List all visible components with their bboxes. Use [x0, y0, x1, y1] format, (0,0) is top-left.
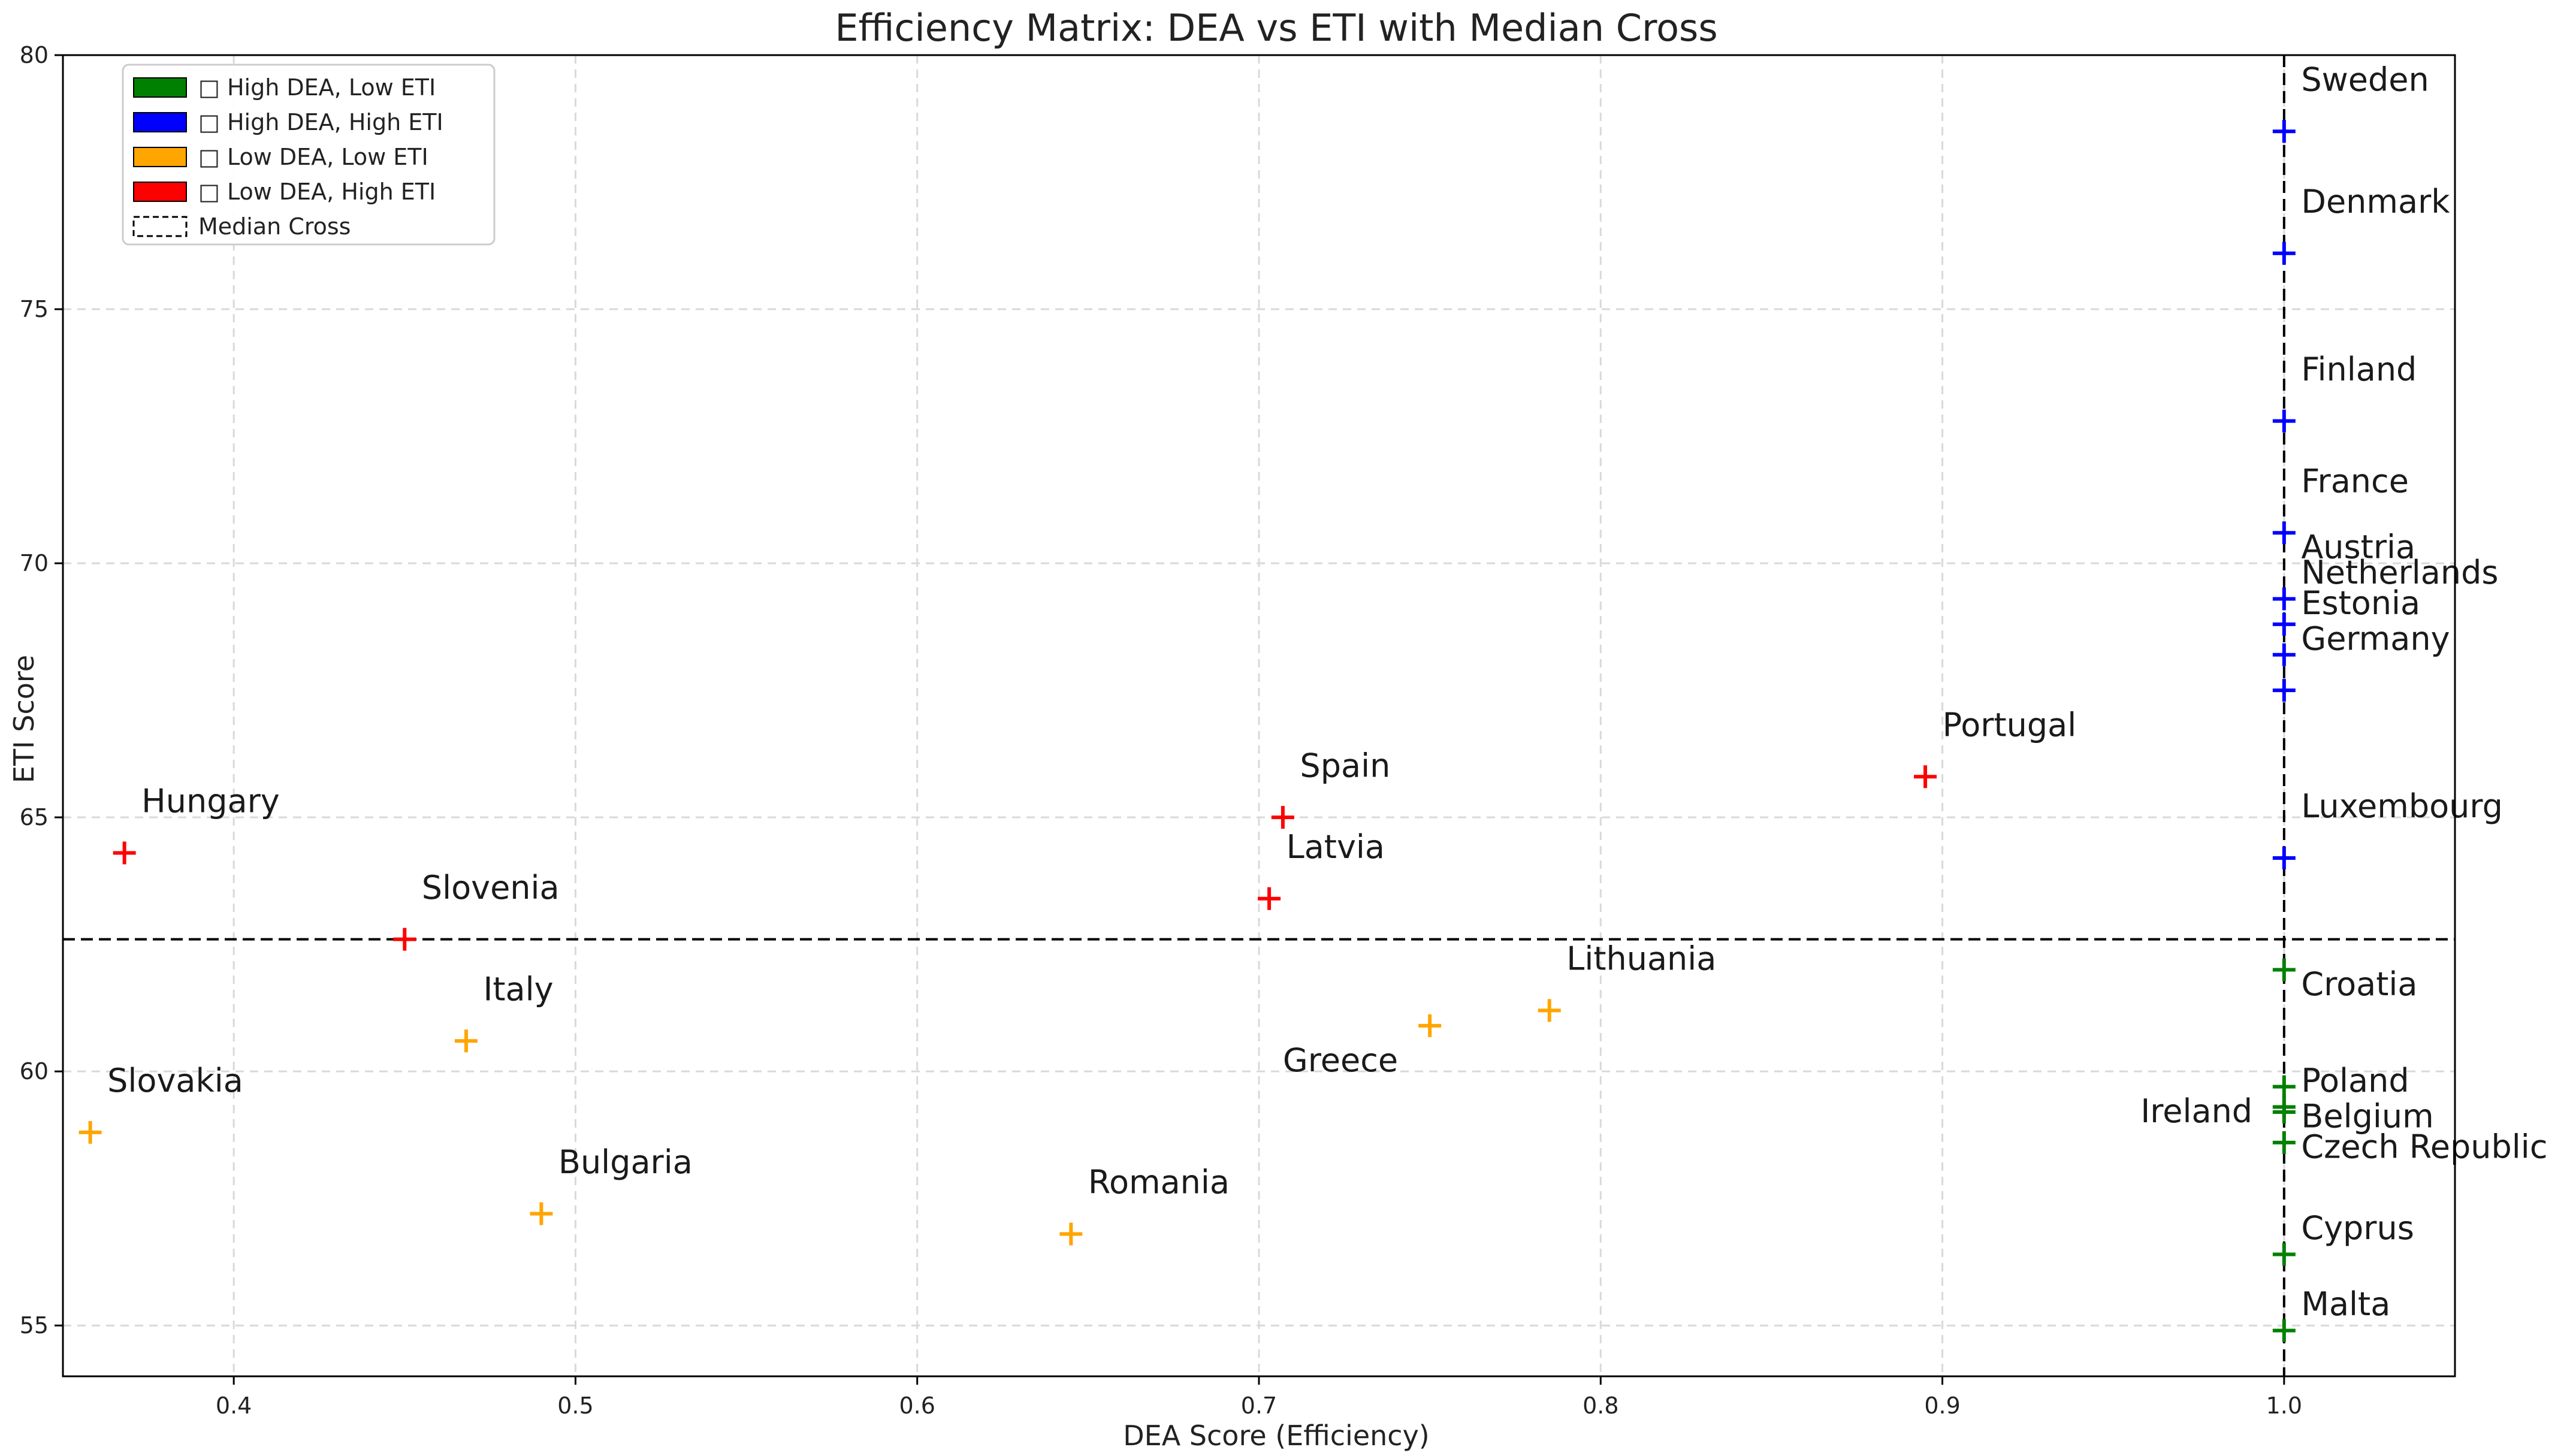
legend-box [122, 64, 496, 246]
country-label: Netherlands [2301, 554, 2498, 591]
legend-swatch [133, 112, 187, 132]
point-spain [1271, 806, 1294, 829]
country-label: Sweden [2301, 61, 2429, 98]
y-tick-label: 60 [20, 1058, 49, 1085]
x-tick-label: 0.4 [216, 1392, 252, 1419]
country-label: Hungary [141, 783, 280, 820]
country-label: Lithuania [1566, 940, 1716, 978]
country-label: Germany [2301, 620, 2450, 657]
country-label: Czech Republic [2301, 1128, 2547, 1165]
legend-swatch [133, 182, 187, 202]
point-portugal [1914, 765, 1937, 789]
point-malta [2272, 1319, 2296, 1342]
country-labels: Sweden Denmark Finland France AustriaNetherl… [107, 61, 2547, 1323]
median-cross [63, 55, 2455, 1376]
legend-swatch [133, 77, 187, 98]
point-poland [2272, 1075, 2296, 1098]
country-label: Poland [2301, 1062, 2409, 1099]
country-label: Ireland [2140, 1092, 2252, 1130]
point-finland [2272, 409, 2296, 433]
point-luxembourg [2272, 846, 2296, 869]
point-czech-republic [2272, 1131, 2296, 1154]
point-bulgaria [530, 1202, 553, 1225]
legend-label: Median Cross [198, 213, 351, 240]
point-netherlands [2272, 612, 2296, 636]
point-cyprus [2272, 1243, 2296, 1266]
data-points [78, 120, 2296, 1342]
legend-label: □ Low DEA, Low ETI [198, 144, 428, 170]
point-estonia [2272, 643, 2296, 666]
point-hungary [113, 841, 136, 865]
legend-swatch [133, 147, 187, 167]
point-romania [1059, 1222, 1083, 1246]
y-tick-label: 80 [20, 42, 49, 68]
legend-label: □ Low DEA, High ETI [198, 179, 436, 205]
country-label: Italy [483, 970, 553, 1008]
country-label: Austria [2301, 528, 2415, 566]
country-label: France [2301, 462, 2409, 500]
x-tick-label: 1.0 [2266, 1392, 2302, 1419]
country-label: Croatia [2301, 965, 2417, 1003]
point-france [2272, 521, 2296, 545]
x-tick-label: 0.7 [1241, 1392, 1277, 1419]
point-slovenia [393, 928, 416, 951]
point-italy [454, 1029, 478, 1053]
country-label: Finland [2301, 351, 2417, 388]
point-greece [1418, 1014, 1442, 1037]
point-croatia [2272, 958, 2296, 981]
point-denmark [2272, 241, 2296, 265]
country-label: Greece [1283, 1041, 1398, 1079]
x-axis-ticks: 0.4 0.5 0.6 0.7 0.8 0.9 1.0 [216, 1376, 2302, 1419]
point-ireland [2272, 1101, 2296, 1123]
country-label: Luxembourg [2301, 787, 2503, 825]
chart-title: Efficiency Matrix: DEA vs ETI with Media… [835, 6, 1717, 50]
country-label: Denmark [2301, 183, 2450, 220]
country-label: Malta [2301, 1285, 2390, 1323]
country-label: Belgium [2301, 1097, 2433, 1135]
y-tick-label: 65 [20, 804, 49, 830]
x-axis-label: DEA Score (Efficiency) [1123, 1419, 1430, 1452]
x-tick-label: 0.5 [557, 1392, 593, 1419]
y-axis-label: ETI Score [8, 655, 40, 783]
y-tick-label: 55 [20, 1312, 49, 1339]
country-label: Slovakia [107, 1062, 243, 1099]
country-label: Spain [1300, 747, 1390, 784]
point-germany [2272, 679, 2296, 702]
country-label: Portugal [1943, 706, 2077, 744]
country-label: Slovenia [422, 869, 560, 907]
y-tick-label: 70 [20, 550, 49, 576]
country-label: Latvia [1287, 828, 1385, 866]
point-lithuania [1538, 999, 1561, 1022]
point-slovakia [78, 1120, 102, 1144]
legend: □ High DEA, Low ETI □ High DEA, High ETI □… [122, 64, 496, 246]
point-austria [2272, 587, 2296, 611]
country-label: Estonia [2301, 584, 2420, 622]
x-tick-label: 0.6 [899, 1392, 935, 1419]
x-tick-label: 0.9 [1924, 1392, 1960, 1419]
y-axis-ticks: 55 60 65 70 75 80 [20, 42, 63, 1339]
point-sweden [2272, 120, 2296, 143]
country-label: Bulgaria [558, 1143, 693, 1181]
legend-label: □ High DEA, High ETI [198, 109, 443, 135]
y-tick-label: 75 [20, 296, 49, 322]
x-tick-label: 0.8 [1583, 1392, 1618, 1419]
country-label: Romania [1088, 1164, 1230, 1201]
legend-label: □ High DEA, Low ETI [198, 74, 436, 101]
legend-swatch [132, 216, 188, 237]
country-label: Cyprus [2301, 1209, 2414, 1247]
point-latvia [1258, 887, 1281, 910]
